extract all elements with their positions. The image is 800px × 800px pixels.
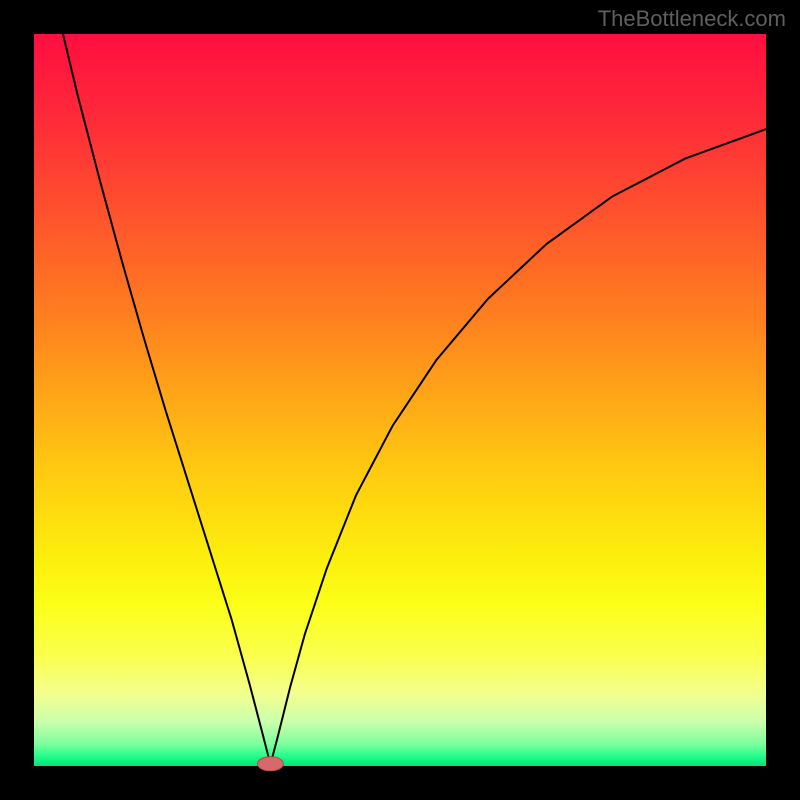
optimal-point-marker bbox=[257, 757, 283, 771]
bottleneck-chart bbox=[0, 0, 800, 800]
plot-background bbox=[34, 34, 766, 766]
watermark-text: TheBottleneck.com bbox=[598, 6, 786, 32]
